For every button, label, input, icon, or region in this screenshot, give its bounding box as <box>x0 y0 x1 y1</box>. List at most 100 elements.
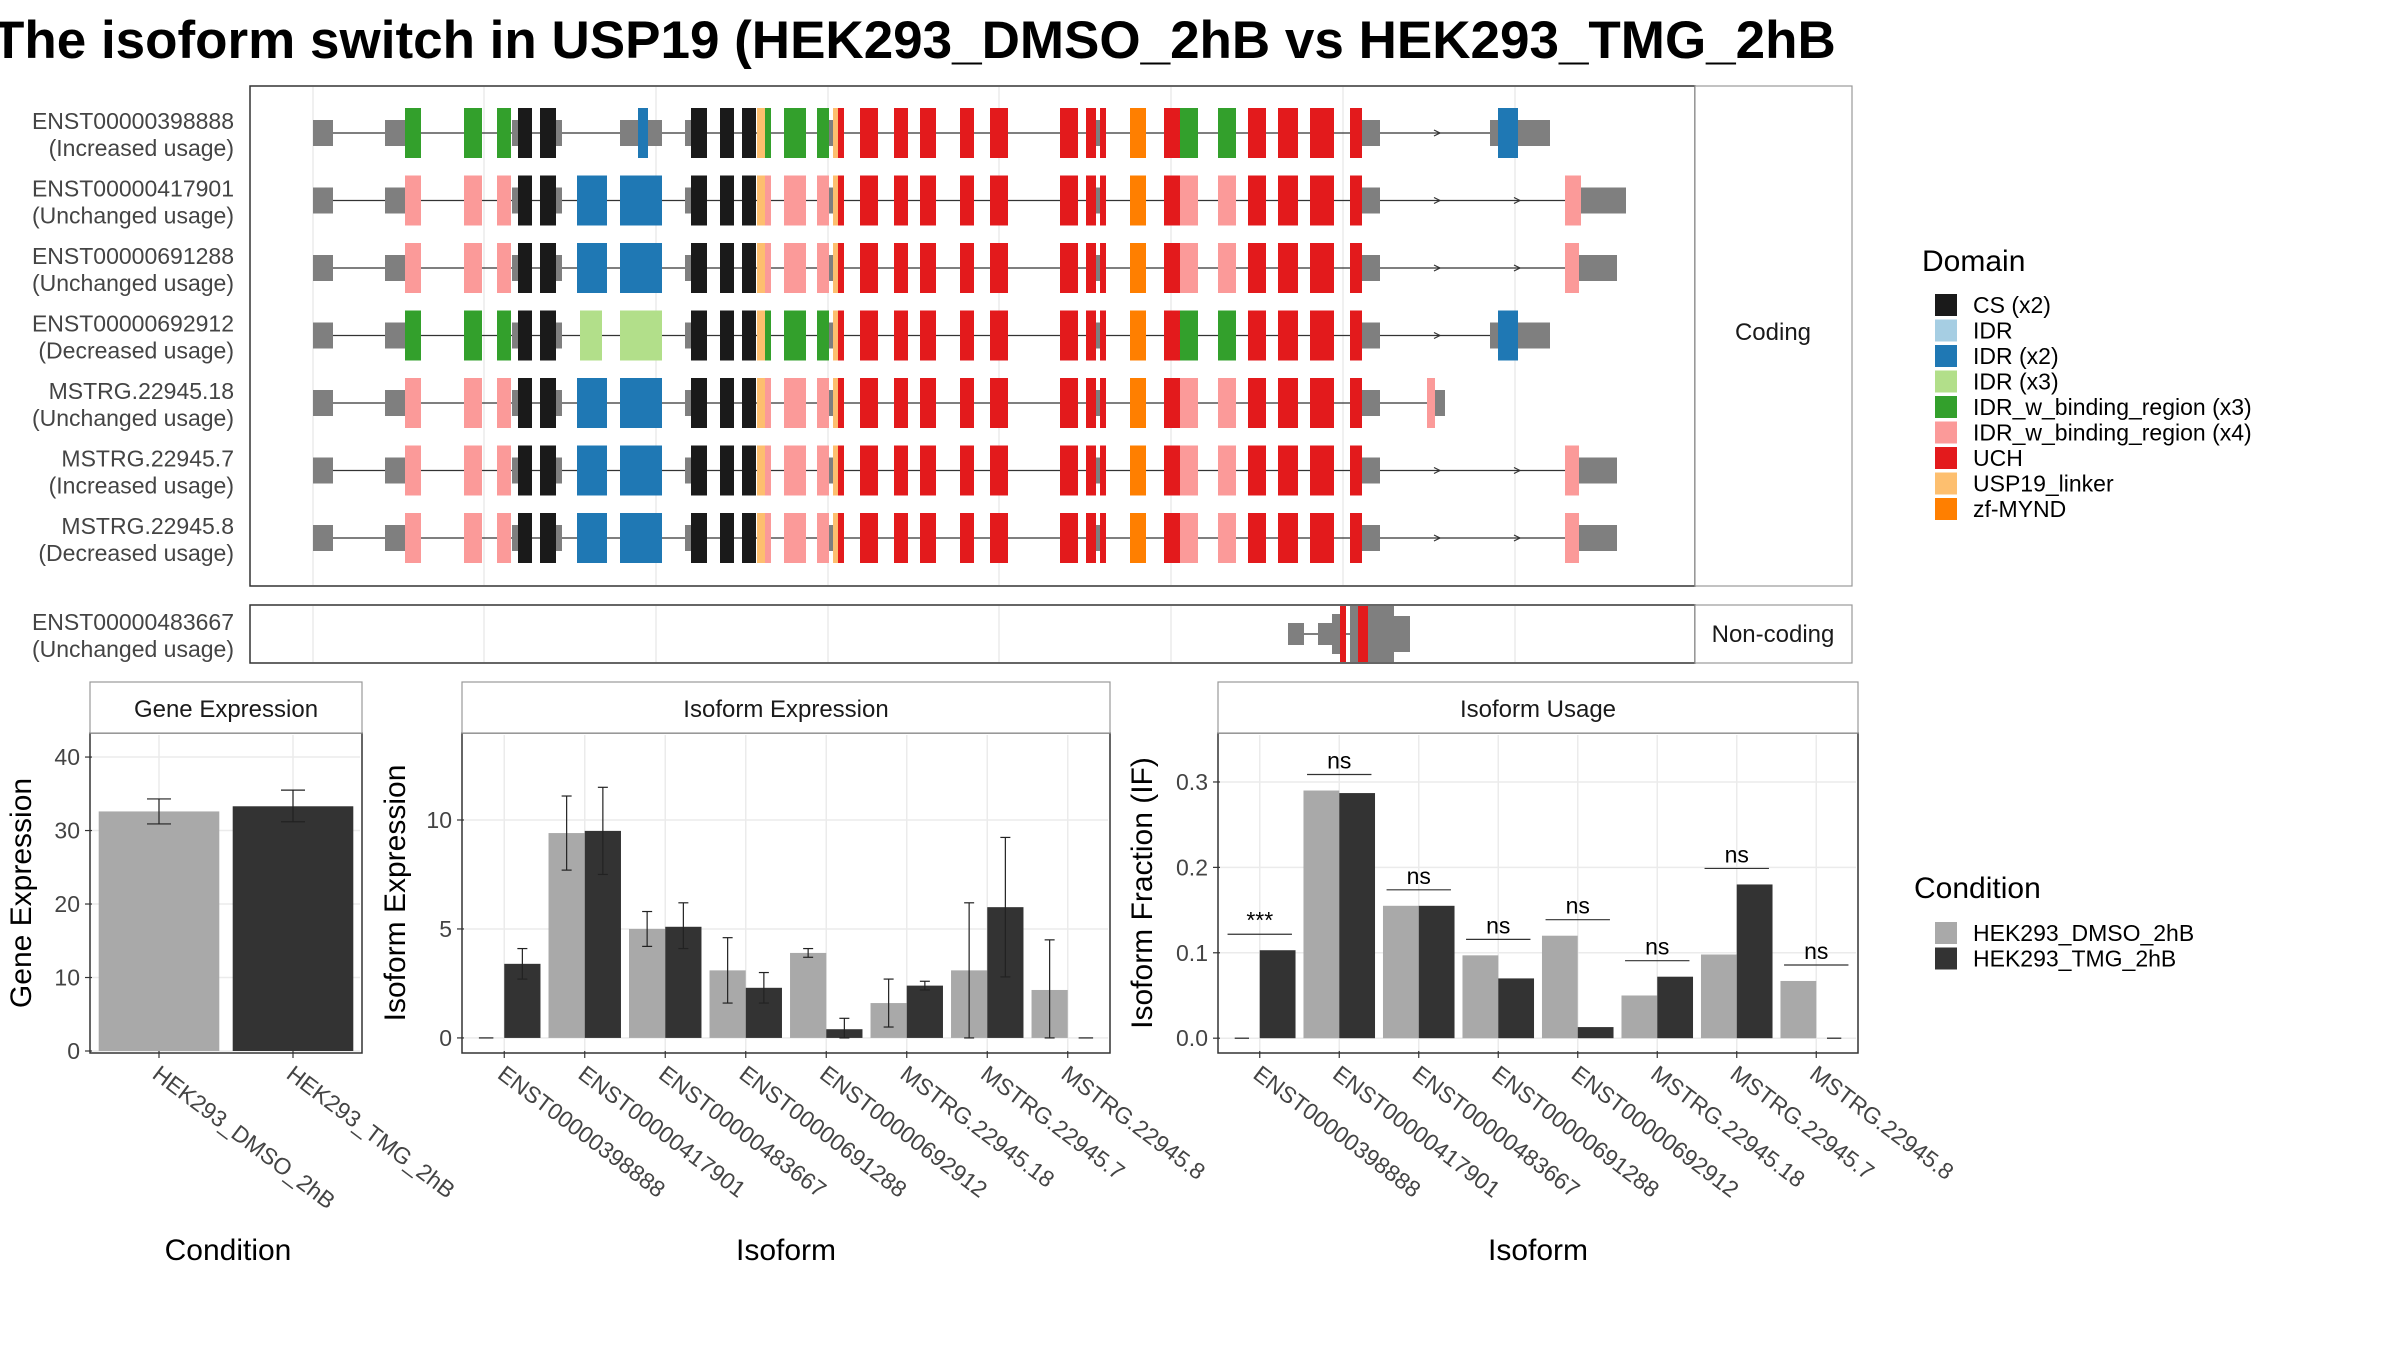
exon-block <box>518 378 532 428</box>
exon-block <box>757 108 765 158</box>
exon-block <box>691 108 707 158</box>
exon-block <box>1100 310 1106 361</box>
exon-block <box>1362 187 1380 214</box>
exon-block <box>1490 322 1498 349</box>
isoform-expression-xlabel: Isoform <box>736 1234 836 1267</box>
exon-block <box>742 243 756 293</box>
exon-block <box>1310 243 1334 293</box>
exon-block <box>784 310 806 361</box>
exon-block <box>640 513 662 563</box>
exon-block <box>1180 310 1198 361</box>
exon-block <box>385 390 405 416</box>
domain-legend-title: Domain <box>1922 245 2025 278</box>
domain-legend-swatch <box>1935 498 1957 520</box>
exon-block <box>1581 187 1626 214</box>
exon-block <box>577 243 607 293</box>
exon-block <box>577 378 607 428</box>
isoform-usage-label: (Unchanged usage) <box>32 405 234 431</box>
exon-block <box>313 120 333 146</box>
exon-block <box>1362 255 1380 281</box>
exon-block <box>833 108 838 158</box>
exon-block <box>385 525 405 551</box>
exon-block <box>960 310 974 361</box>
isoform-id-label: ENST00000483667 <box>32 609 234 635</box>
exon-block <box>685 525 691 551</box>
exon-block <box>1362 390 1380 416</box>
exon-block <box>742 513 756 563</box>
exon-block <box>1100 243 1106 293</box>
exon-block <box>860 310 878 361</box>
exon-block <box>1278 108 1298 158</box>
exon-block <box>1164 445 1182 496</box>
exon-block <box>648 120 662 146</box>
domain-legend-label: IDR_w_binding_region (x4) <box>1973 420 2252 446</box>
domain-legend-swatch <box>1935 396 1957 418</box>
exon-block <box>784 513 806 563</box>
exon-block <box>829 457 833 484</box>
exon-block <box>1565 243 1579 293</box>
exon-block <box>960 445 974 496</box>
exon-block <box>1096 457 1100 484</box>
domain-legend-swatch <box>1935 472 1957 495</box>
exon-block <box>757 513 765 563</box>
exon-block <box>1060 175 1078 226</box>
exon-block <box>405 108 421 158</box>
exon-block <box>385 322 405 349</box>
exon-block <box>1310 175 1334 226</box>
exon-block <box>497 513 511 563</box>
exon-block <box>894 175 908 226</box>
exon-block <box>512 187 518 214</box>
exon-block <box>742 445 756 496</box>
bar <box>1577 1027 1614 1039</box>
exon-block <box>838 108 844 158</box>
exon-block <box>1498 108 1518 158</box>
bar <box>1259 950 1296 1039</box>
domain-legend-label: CS (x2) <box>1973 292 2051 318</box>
exon-block <box>1096 255 1100 281</box>
exon-block <box>894 513 908 563</box>
exon-block <box>540 445 556 496</box>
exon-block <box>829 322 833 349</box>
noncoding-panel <box>249 604 1696 664</box>
isoform-usage-label: (Increased usage) <box>49 135 234 161</box>
condition-legend-swatch <box>1935 947 1957 970</box>
exon-block <box>497 175 511 226</box>
exon-block <box>920 310 936 361</box>
exon-block <box>1248 378 1266 428</box>
exon-block <box>765 310 771 361</box>
exon-block <box>833 310 838 361</box>
exon-block <box>685 120 691 146</box>
exon-block <box>685 187 691 214</box>
exon-block <box>464 378 482 428</box>
exon-block <box>960 175 974 226</box>
domain-legend-label: USP19_linker <box>1973 471 2114 497</box>
exon-block <box>313 390 333 416</box>
exon-block <box>920 108 936 158</box>
exon-block <box>385 120 405 146</box>
bar <box>790 952 827 1038</box>
exon-block <box>829 255 833 281</box>
condition-legend-swatch <box>1935 922 1957 944</box>
exon-block <box>742 175 756 226</box>
exon-block <box>742 378 756 428</box>
exon-block <box>640 310 660 361</box>
isoform-usage-label: (Unchanged usage) <box>32 270 234 296</box>
exon-block <box>860 243 878 293</box>
exon-block <box>757 243 765 293</box>
coding-strip-label: Coding <box>1735 319 1811 346</box>
domain-legend-label: IDR (x2) <box>1973 343 2059 369</box>
exon-block <box>920 243 936 293</box>
exon-block <box>1498 310 1518 361</box>
significance-label: ns <box>1566 893 1590 919</box>
exon-block <box>556 457 562 484</box>
exon-block <box>464 513 482 563</box>
exon-block <box>784 175 806 226</box>
exon-block <box>1060 310 1078 361</box>
exon-block <box>1100 378 1106 428</box>
bar <box>1382 905 1419 1039</box>
exon-block <box>540 513 556 563</box>
exon-block <box>860 108 878 158</box>
exon-block <box>1278 243 1298 293</box>
exon-block <box>894 445 908 496</box>
